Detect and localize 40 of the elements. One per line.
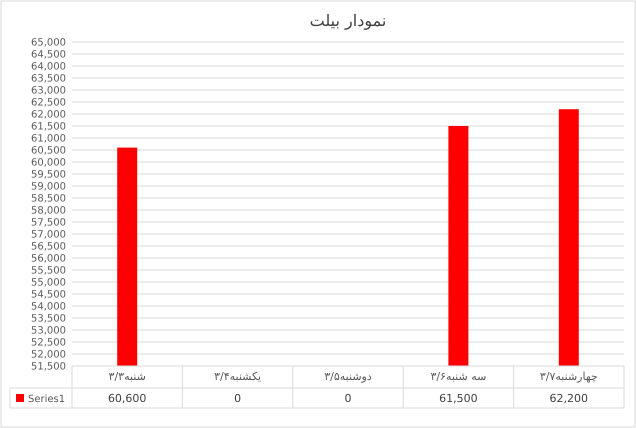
y-tick-label: 61,500 (31, 122, 66, 132)
chart-title: نمودار بیلت (310, 11, 386, 30)
y-tick-label: 53,000 (31, 326, 66, 336)
legend-label: Series1 (28, 394, 66, 405)
y-tick-label: 62,000 (31, 110, 66, 120)
data-label: 62,200 (550, 392, 588, 405)
y-tick-label: 64,500 (31, 50, 66, 60)
x-tick-label: چهارشنبه۳/۷ (540, 370, 598, 383)
y-tick-label: 56,000 (31, 254, 66, 264)
y-tick-label: 57,500 (31, 218, 66, 228)
y-tick-label: 60,500 (31, 146, 66, 156)
y-tick-label: 62,500 (31, 98, 66, 108)
y-tick-label: 61,000 (31, 134, 66, 144)
data-label: 60,600 (108, 392, 146, 405)
y-tick-label: 60,000 (31, 158, 66, 168)
text: 0 (344, 392, 352, 405)
y-tick-label: 57,000 (31, 230, 66, 240)
x-tick-label: شنبه۳/۳ (108, 370, 146, 383)
y-tick-label: 58,500 (31, 194, 66, 204)
y-tick-label: 52,500 (31, 338, 66, 348)
x-tick-label: سه شنبه۳/۶ (430, 370, 486, 383)
y-tick-label: 64,000 (31, 62, 66, 72)
y-tick-label: 54,500 (31, 290, 66, 300)
data-label: 61,500 (439, 392, 478, 405)
y-tick-label: 63,000 (31, 86, 66, 96)
y-tick-label: 59,500 (31, 170, 66, 180)
x-tick-label: دوشنبه۳/۵ (324, 370, 372, 383)
y-tick-label: 52,000 (31, 350, 66, 360)
y-tick-label: 53,500 (31, 314, 66, 324)
y-tick-label: 54,000 (31, 302, 66, 312)
y-tick-label: 58,000 (31, 206, 66, 216)
y-tick-label: 51,500 (31, 362, 66, 372)
y-tick-label: 55,000 (31, 278, 66, 288)
y-tick-label: 55,500 (31, 266, 66, 276)
x-tick-label: یکشنبه۳/۴ (214, 370, 262, 383)
y-tick-label: 56,500 (31, 242, 66, 252)
y-tick-label: 63,500 (31, 74, 66, 84)
y-tick-label: 59,000 (31, 182, 66, 192)
y-tick-label: 65,000 (31, 38, 66, 48)
text: 0 (234, 392, 242, 405)
